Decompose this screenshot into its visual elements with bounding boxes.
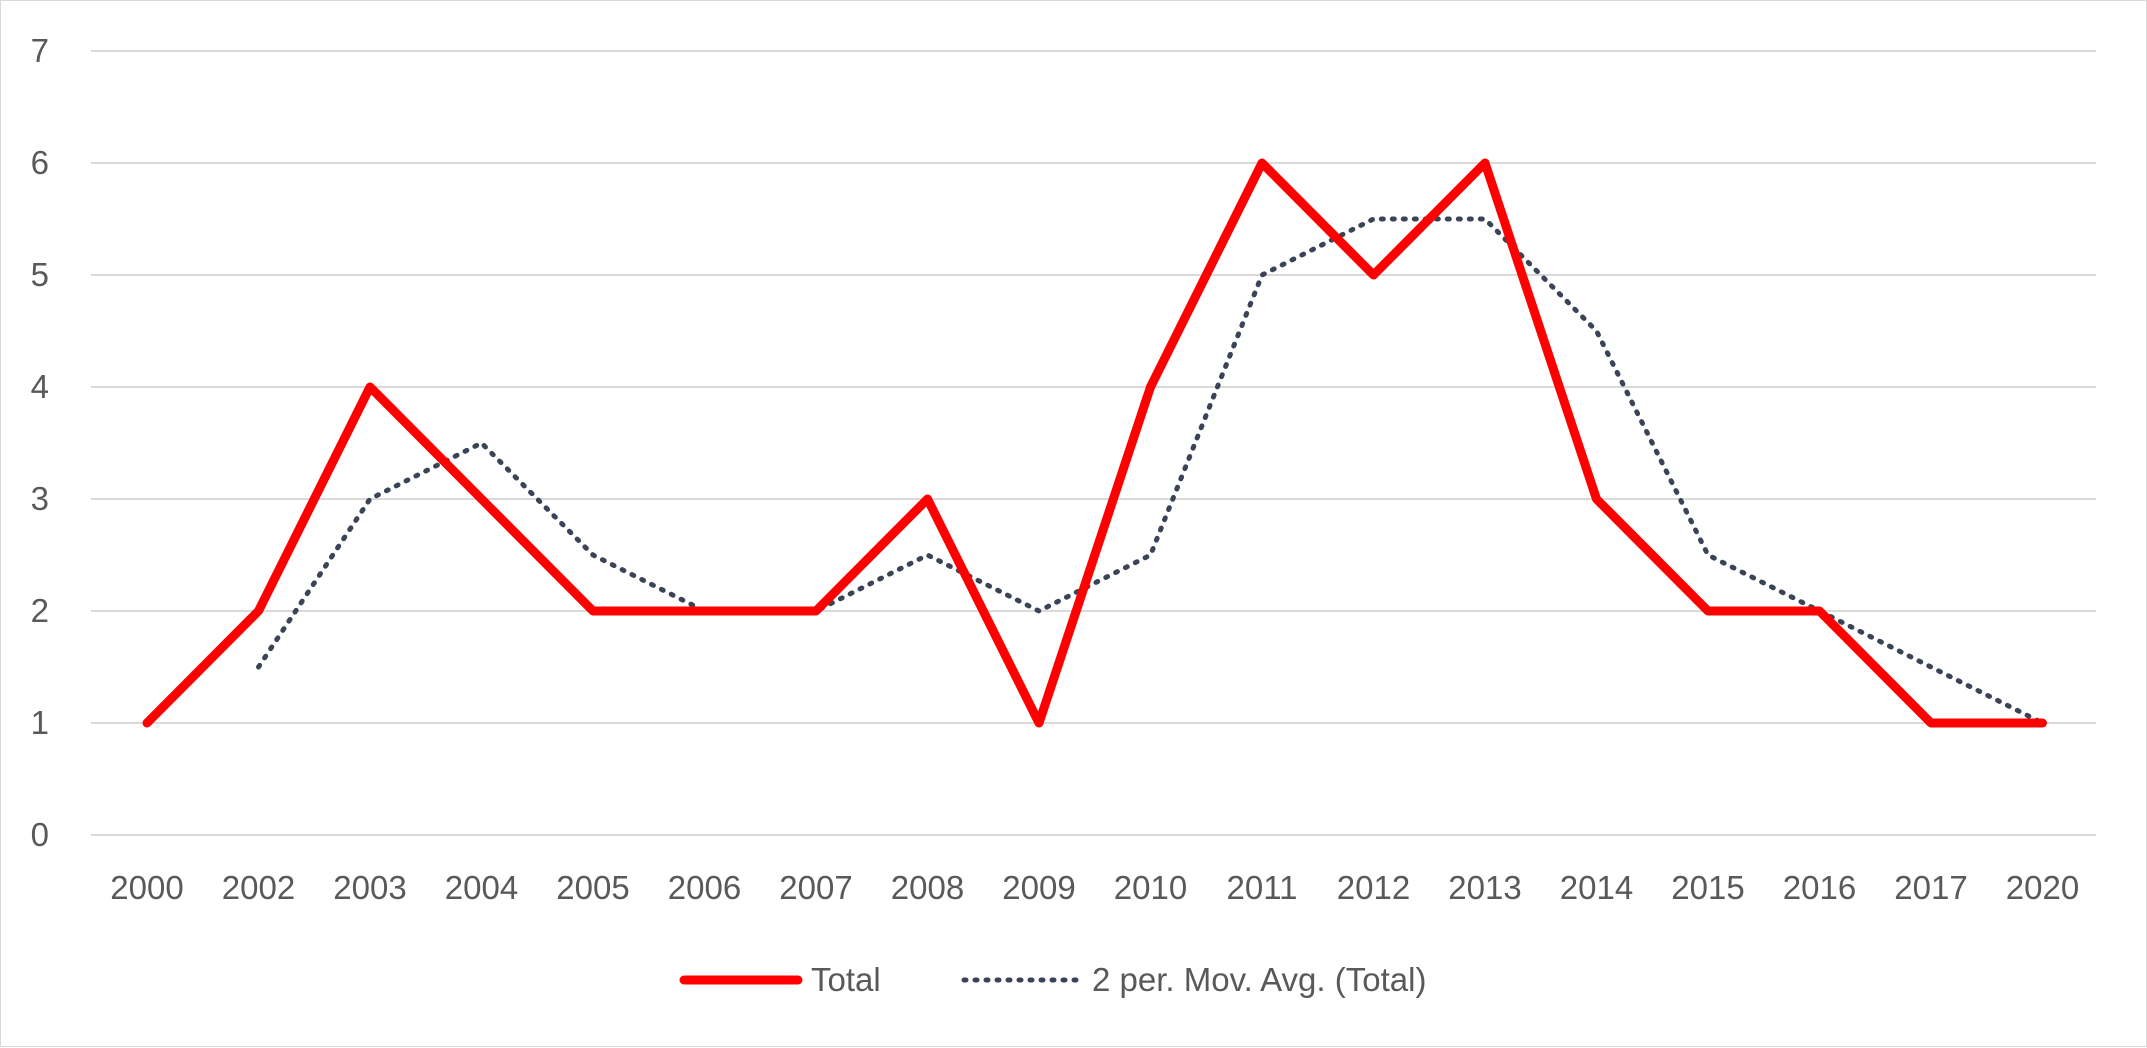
x-tick-label: 2010 <box>1114 869 1187 906</box>
x-tick-label: 2013 <box>1448 869 1521 906</box>
x-axis-tick-labels: 2000 2002 2003 2004 2005 2006 2007 2008 2009 2010… <box>110 869 2079 906</box>
x-tick-label: 2017 <box>1894 869 1967 906</box>
y-tick-label: 6 <box>31 144 49 181</box>
y-tick-label: 1 <box>31 704 49 741</box>
x-tick-label: 2008 <box>891 869 964 906</box>
y-tick-label: 2 <box>31 592 49 629</box>
x-tick-label: 2020 <box>2006 869 2079 906</box>
series-line-moving-average <box>256 216 2045 726</box>
x-tick-label: 2000 <box>110 869 183 906</box>
x-tick-label: 2015 <box>1671 869 1744 906</box>
x-tick-label: 2007 <box>779 869 852 906</box>
legend: Total 2 per. Mov. Avg. (Total) <box>679 961 1426 998</box>
gridlines <box>91 50 2096 836</box>
series-layer <box>142 158 2047 728</box>
x-tick-label: 2005 <box>556 869 629 906</box>
x-tick-label: 2011 <box>1227 869 1298 906</box>
y-axis-tick-labels: 0 1 2 3 4 5 6 7 <box>31 32 49 853</box>
x-tick-label: 2006 <box>668 869 741 906</box>
y-tick-label: 0 <box>31 816 49 853</box>
y-tick-label: 3 <box>31 480 49 517</box>
legend-label-total: Total <box>811 961 881 998</box>
x-tick-label: 2004 <box>445 869 518 906</box>
x-tick-label: 2003 <box>333 869 406 906</box>
series-line-total <box>142 158 2047 728</box>
y-tick-label: 4 <box>31 368 49 405</box>
x-tick-label: 2012 <box>1337 869 1410 906</box>
y-tick-label: 5 <box>31 256 49 293</box>
x-tick-label: 2002 <box>222 869 295 906</box>
x-tick-label: 2009 <box>1002 869 1075 906</box>
x-tick-label: 2016 <box>1783 869 1856 906</box>
legend-label-moving-average: 2 per. Mov. Avg. (Total) <box>1092 961 1426 998</box>
x-tick-label: 2014 <box>1560 869 1633 906</box>
y-tick-label: 7 <box>31 32 49 69</box>
